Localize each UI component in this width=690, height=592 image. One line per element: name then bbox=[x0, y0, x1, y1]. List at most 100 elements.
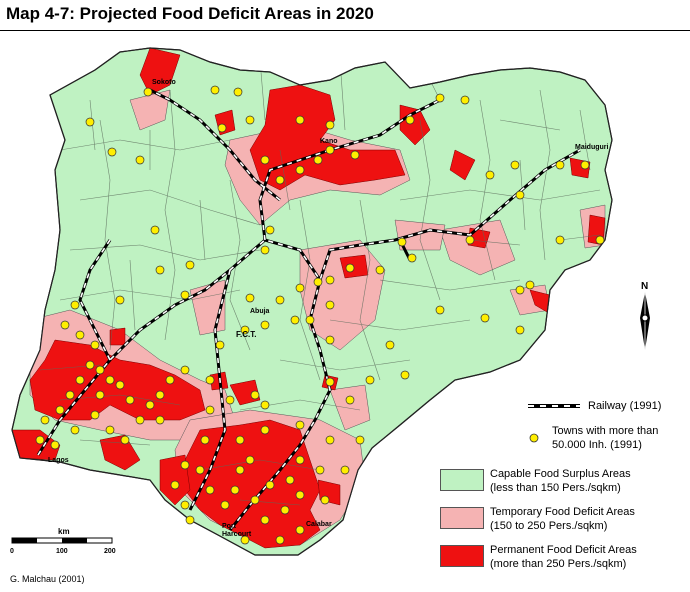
town-marker bbox=[260, 245, 270, 255]
town-marker bbox=[275, 175, 285, 185]
map-title: Map 4-7: Projected Food Deficit Areas in… bbox=[6, 4, 374, 23]
town-marker bbox=[240, 325, 250, 335]
town-marker bbox=[245, 455, 255, 465]
town-marker bbox=[120, 435, 130, 445]
railway-lines bbox=[36, 88, 581, 531]
town-marker bbox=[260, 515, 270, 525]
town-marker bbox=[70, 425, 80, 435]
town-marker bbox=[235, 465, 245, 475]
town-marker bbox=[260, 425, 270, 435]
town-marker bbox=[145, 400, 155, 410]
town-marker bbox=[325, 300, 335, 310]
scale-bar: km 0 100 200 bbox=[10, 527, 116, 555]
town-marker bbox=[90, 340, 100, 350]
city-label-lagos: Lagos bbox=[48, 457, 69, 464]
town-marker bbox=[313, 277, 323, 287]
legend-surplus-swatch bbox=[440, 469, 484, 491]
town-marker bbox=[580, 160, 590, 170]
town-marker bbox=[125, 395, 135, 405]
legend-surplus-label-1: Capable Food Surplus Areas bbox=[490, 468, 631, 480]
town-marker bbox=[40, 415, 50, 425]
town-marker bbox=[65, 390, 75, 400]
town-marker bbox=[195, 465, 205, 475]
town-marker bbox=[170, 480, 180, 490]
town-marker bbox=[245, 293, 255, 303]
legend-temporary-swatch bbox=[440, 507, 484, 529]
town-marker bbox=[225, 395, 235, 405]
town-marker bbox=[313, 155, 323, 165]
town-marker bbox=[260, 155, 270, 165]
legend-surplus-label-2: (less than 150 Pers./sqkm) bbox=[490, 482, 621, 494]
town-marker bbox=[205, 375, 215, 385]
town-marker bbox=[85, 117, 95, 127]
town-marker bbox=[375, 265, 385, 275]
town-marker bbox=[210, 85, 220, 95]
legend-permanent-label-2: (more than 250 Pers./sqkm) bbox=[490, 558, 627, 570]
town-marker bbox=[295, 420, 305, 430]
north-arrow-label: N bbox=[641, 281, 648, 292]
town-marker bbox=[200, 435, 210, 445]
legend-permanent-swatch bbox=[440, 545, 484, 567]
town-marker bbox=[165, 375, 175, 385]
legend-permanent-label-1: Permanent Food Deficit Areas bbox=[490, 544, 637, 556]
town-marker bbox=[240, 535, 250, 545]
town-marker bbox=[595, 235, 605, 245]
town-marker bbox=[285, 475, 295, 485]
town-marker bbox=[290, 315, 300, 325]
town-marker bbox=[105, 425, 115, 435]
town-marker bbox=[50, 440, 60, 450]
scale-tick-0: 0 bbox=[10, 548, 14, 555]
town-marker bbox=[325, 335, 335, 345]
town-marker bbox=[260, 320, 270, 330]
town-marker bbox=[325, 435, 335, 445]
town-marker bbox=[465, 235, 475, 245]
town-marker bbox=[340, 465, 350, 475]
town-marker bbox=[345, 263, 355, 273]
town-marker bbox=[515, 285, 525, 295]
city-label-calabar: Calabar bbox=[306, 521, 332, 528]
town-marker bbox=[143, 87, 153, 97]
town-marker bbox=[295, 283, 305, 293]
town-marker bbox=[555, 235, 565, 245]
town-marker bbox=[435, 305, 445, 315]
town-marker bbox=[265, 480, 275, 490]
town-marker bbox=[295, 490, 305, 500]
city-label-sokoto: Sokoto bbox=[152, 79, 176, 86]
north-arrow: N bbox=[640, 281, 650, 350]
town-marker bbox=[105, 375, 115, 385]
town-markers bbox=[35, 85, 605, 545]
town-marker bbox=[35, 435, 45, 445]
town-marker bbox=[135, 415, 145, 425]
town-marker bbox=[480, 313, 490, 323]
town-marker bbox=[215, 340, 225, 350]
town-marker bbox=[275, 535, 285, 545]
town-marker bbox=[135, 155, 145, 165]
town-marker bbox=[250, 495, 260, 505]
town-marker bbox=[115, 380, 125, 390]
city-labels: Sokoto Kano Maiduguri Abuja F.C.T. Lagos… bbox=[48, 79, 608, 538]
town-marker bbox=[400, 370, 410, 380]
town-marker bbox=[325, 120, 335, 130]
town-marker bbox=[485, 170, 495, 180]
legend-town-icon bbox=[529, 433, 539, 443]
town-marker bbox=[305, 315, 315, 325]
town-marker bbox=[435, 93, 445, 103]
town-marker bbox=[217, 123, 227, 133]
town-marker bbox=[107, 147, 117, 157]
town-marker bbox=[185, 515, 195, 525]
town-marker bbox=[75, 330, 85, 340]
town-marker bbox=[60, 320, 70, 330]
town-marker bbox=[75, 375, 85, 385]
town-marker bbox=[205, 485, 215, 495]
town-marker bbox=[90, 410, 100, 420]
town-marker bbox=[355, 435, 365, 445]
town-marker bbox=[85, 360, 95, 370]
town-marker bbox=[280, 505, 290, 515]
city-label-maiduguri: Maiduguri bbox=[575, 144, 608, 151]
town-marker bbox=[315, 465, 325, 475]
town-marker bbox=[397, 237, 407, 247]
town-marker bbox=[230, 485, 240, 495]
legend-railway-label: Railway (1991) bbox=[588, 400, 662, 412]
town-marker bbox=[320, 495, 330, 505]
town-marker bbox=[275, 295, 285, 305]
